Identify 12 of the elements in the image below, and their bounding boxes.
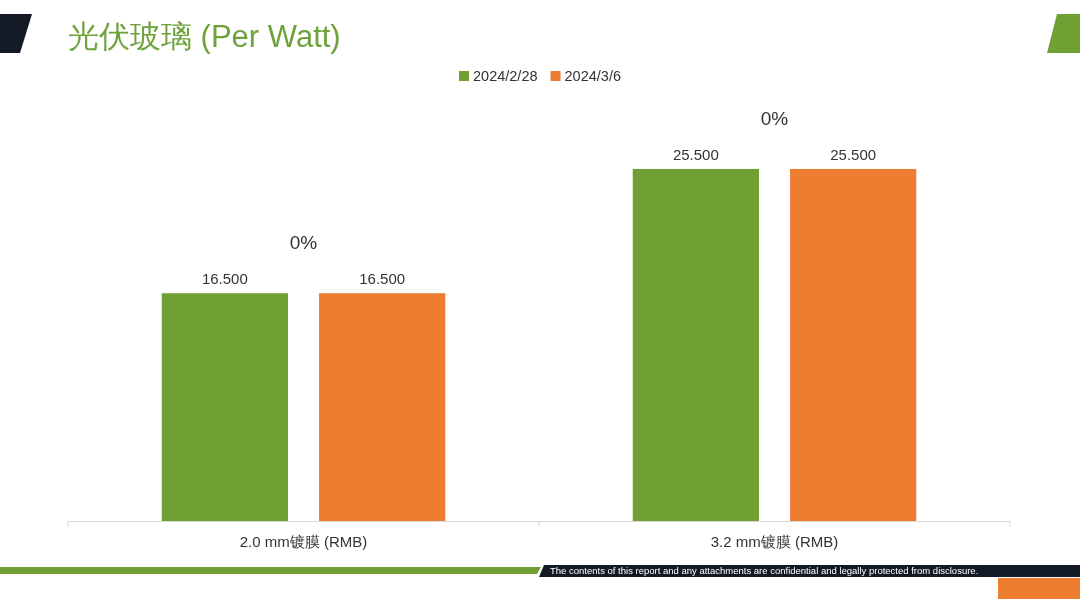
- annotation: The contents of this report and any attachments are confidential and legally protected from disclosure.: [539, 565, 1080, 577]
- annotation: 0%: [289, 232, 318, 254]
- annotation: 0%: [760, 107, 789, 129]
- x-tick-label: 2.0 mm镀膜 (RMB): [239, 533, 368, 550]
- data-label: 16.500: [201, 270, 248, 288]
- title: 光伏玻璃 (Per Watt): [68, 19, 341, 54]
- legend-label: 2024/2/28: [473, 68, 538, 84]
- data-label: 25.500: [672, 145, 719, 163]
- data-label: 16.500: [359, 270, 406, 288]
- x-tick-label: 3.2 mm镀膜 (RMB): [710, 533, 839, 550]
- legend-label: 2024/3/6: [564, 68, 621, 84]
- data-label: 25.500: [830, 145, 877, 163]
